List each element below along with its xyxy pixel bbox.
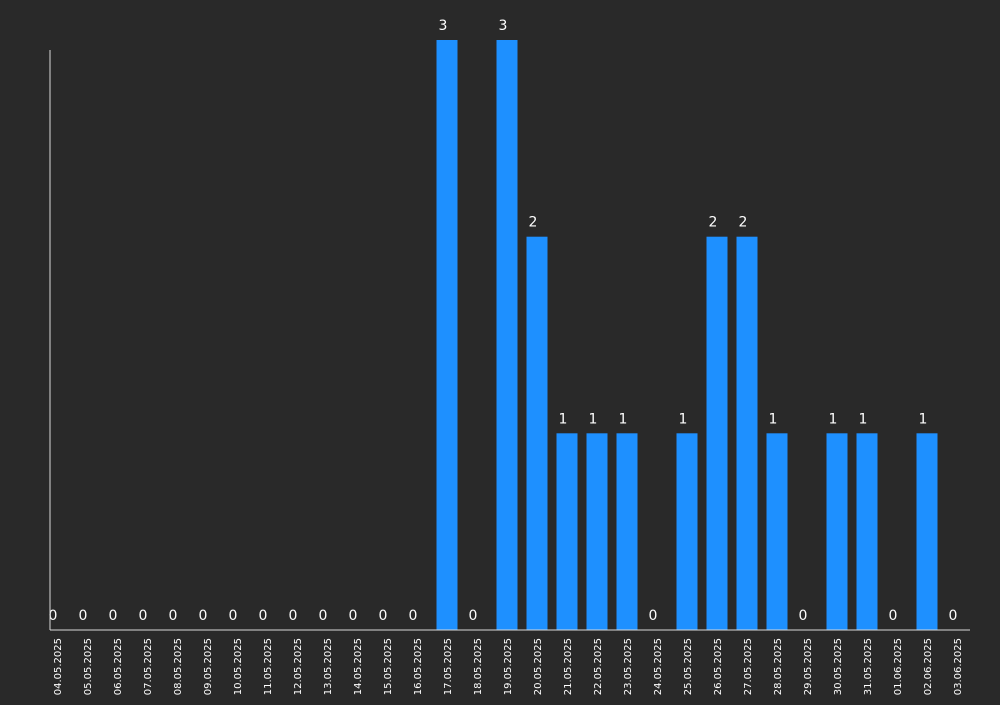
x-tick-label-25.05.2025: 25.05.2025 — [683, 638, 694, 695]
data-label-21.05.2025: 1 — [559, 411, 568, 427]
data-label-13.05.2025: 0 — [319, 608, 328, 624]
data-label-28.05.2025: 1 — [769, 411, 778, 427]
bar-28.05.2025 — [766, 433, 788, 630]
x-tick-label-17.05.2025: 17.05.2025 — [443, 638, 454, 695]
data-label-14.05.2025: 0 — [349, 608, 358, 624]
data-label-26.05.2025: 2 — [709, 215, 718, 231]
data-label-12.05.2025: 0 — [289, 608, 298, 624]
data-label-30.05.2025: 1 — [829, 411, 838, 427]
x-tick-labels-layer: 04.05.2025 05.05.2025 06.05.2025 07.05.2025… — [53, 638, 964, 695]
data-label-08.05.2025: 0 — [169, 608, 178, 624]
axes-layer — [49, 50, 970, 631]
x-tick-label-24.05.2025: 24.05.2025 — [653, 638, 664, 695]
x-tick-label-16.05.2025: 16.05.2025 — [413, 638, 424, 695]
data-label-09.05.2025: 0 — [199, 608, 208, 624]
x-tick-label-20.05.2025: 20.05.2025 — [533, 638, 544, 695]
data-label-29.05.2025: 0 — [799, 608, 808, 624]
x-tick-label-14.05.2025: 14.05.2025 — [353, 638, 364, 695]
bar-22.05.2025 — [586, 433, 608, 630]
x-tick-label-30.05.2025: 30.05.2025 — [833, 638, 844, 695]
bar-21.05.2025 — [556, 433, 578, 630]
bar-19.05.2025 — [496, 40, 518, 630]
data-label-27.05.2025: 2 — [739, 215, 748, 231]
x-tick-label-26.05.2025: 26.05.2025 — [713, 638, 724, 695]
data-label-02.06.2025: 1 — [919, 411, 928, 427]
bar-17.05.2025 — [436, 40, 458, 630]
x-tick-label-12.05.2025: 12.05.2025 — [293, 638, 304, 695]
bar-25.05.2025 — [676, 433, 698, 630]
x-tick-label-13.05.2025: 13.05.2025 — [323, 638, 334, 695]
x-tick-label-03.06.2025: 03.06.2025 — [953, 638, 964, 695]
x-tick-label-04.05.2025: 04.05.2025 — [53, 638, 64, 695]
x-tick-label-01.06.2025: 01.06.2025 — [893, 638, 904, 695]
x-tick-label-09.05.2025: 09.05.2025 — [203, 638, 214, 695]
x-tick-label-06.05.2025: 06.05.2025 — [113, 638, 124, 695]
bar-23.05.2025 — [616, 433, 638, 630]
x-tick-label-07.05.2025: 07.05.2025 — [143, 638, 154, 695]
data-label-25.05.2025: 1 — [679, 411, 688, 427]
data-label-17.05.2025: 3 — [439, 18, 448, 34]
bar-27.05.2025 — [736, 236, 758, 630]
data-label-04.05.2025: 0 — [49, 608, 58, 624]
bar-26.05.2025 — [706, 236, 728, 630]
data-label-20.05.2025: 2 — [529, 215, 538, 231]
x-tick-label-18.05.2025: 18.05.2025 — [473, 638, 484, 695]
data-label-07.05.2025: 0 — [139, 608, 148, 624]
data-label-05.05.2025: 0 — [79, 608, 88, 624]
bar-31.05.2025 — [856, 433, 878, 630]
x-tick-label-23.05.2025: 23.05.2025 — [623, 638, 634, 695]
data-label-18.05.2025: 0 — [469, 608, 478, 624]
data-label-06.05.2025: 0 — [109, 608, 118, 624]
data-label-19.05.2025: 3 — [499, 18, 508, 34]
x-tick-label-29.05.2025: 29.05.2025 — [803, 638, 814, 695]
bar-30.05.2025 — [826, 433, 848, 630]
x-tick-label-22.05.2025: 22.05.2025 — [593, 638, 604, 695]
x-tick-label-31.05.2025: 31.05.2025 — [863, 638, 874, 695]
data-label-10.05.2025: 0 — [229, 608, 238, 624]
x-tick-label-28.05.2025: 28.05.2025 — [773, 638, 784, 695]
data-label-23.05.2025: 1 — [619, 411, 628, 427]
data-label-24.05.2025: 0 — [649, 608, 658, 624]
bar-20.05.2025 — [526, 236, 548, 630]
x-tick-label-11.05.2025: 11.05.2025 — [263, 638, 274, 695]
data-label-16.05.2025: 0 — [409, 608, 418, 624]
x-tick-label-27.05.2025: 27.05.2025 — [743, 638, 754, 695]
bar-02.06.2025 — [916, 433, 938, 630]
x-tick-label-19.05.2025: 19.05.2025 — [503, 638, 514, 695]
data-label-03.06.2025: 0 — [949, 608, 958, 624]
x-tick-label-02.06.2025: 02.06.2025 — [923, 638, 934, 695]
x-tick-label-08.05.2025: 08.05.2025 — [173, 638, 184, 695]
data-label-31.05.2025: 1 — [859, 411, 868, 427]
data-label-22.05.2025: 1 — [589, 411, 598, 427]
x-tick-label-15.05.2025: 15.05.2025 — [383, 638, 394, 695]
x-tick-label-05.05.2025: 05.05.2025 — [83, 638, 94, 695]
bars-layer — [436, 40, 938, 630]
data-label-11.05.2025: 0 — [259, 608, 268, 624]
data-labels-layer: 0 0 0 0 0 0 0 0 0 0 0 0 0 3 0 3 2 1 1 1 0 1 2 2 1 0 1 1 0 1 0 — [49, 18, 958, 624]
data-label-01.06.2025: 0 — [889, 608, 898, 624]
x-tick-label-10.05.2025: 10.05.2025 — [233, 638, 244, 695]
x-tick-label-21.05.2025: 21.05.2025 — [563, 638, 574, 695]
data-label-15.05.2025: 0 — [379, 608, 388, 624]
